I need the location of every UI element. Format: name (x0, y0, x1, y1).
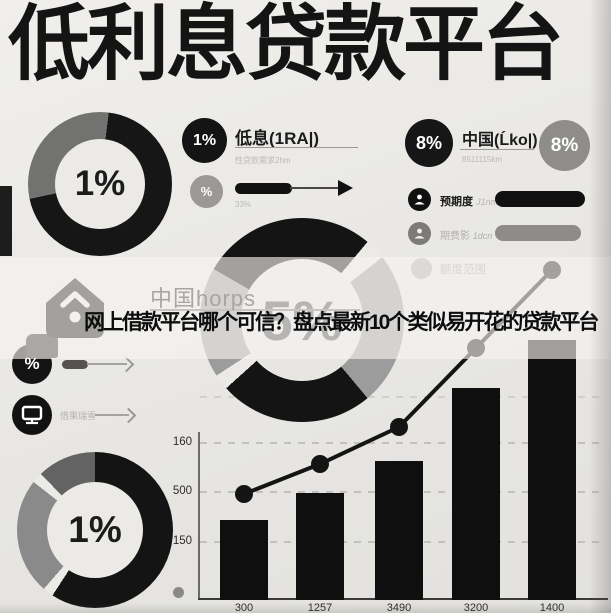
small-pill (62, 360, 88, 369)
china-block-title: 中国(Ĺko|) (462, 132, 538, 149)
home-icon (38, 272, 112, 347)
progress-pill (235, 183, 292, 194)
line-point (235, 485, 253, 503)
brand-label: 中国horps (150, 286, 257, 311)
row2-label: 期费影 (440, 231, 470, 242)
bar (375, 461, 423, 600)
divider (460, 149, 534, 150)
x-tick-label: 3200 (463, 602, 489, 613)
edge-artifact (0, 186, 12, 256)
x-tick-label: 3490 (386, 602, 412, 613)
line-point (311, 455, 329, 473)
page-title: 低利息贷款平台 (8, 0, 564, 90)
monitor-row-label: 借果瑞雪 (60, 411, 97, 421)
row1-sub: J1nm (476, 197, 499, 207)
person-bust-icon (26, 334, 58, 358)
arrow-shaft (95, 414, 129, 416)
person-icon (408, 188, 431, 211)
arrow-shaft (87, 363, 127, 365)
donut-chart-top-left: 1% (28, 112, 172, 256)
divider (235, 147, 358, 148)
person-icon (414, 228, 425, 239)
person-icon (414, 194, 425, 205)
bar (528, 340, 576, 600)
loan-rate-badge: 1% (182, 118, 227, 163)
loan-block-title: 低息(1RA|) (235, 129, 320, 148)
progress-value: 33% (235, 200, 252, 209)
china-block-subtitle: 8511115km (462, 155, 503, 164)
row-label: 预期度 J1nm (440, 193, 498, 209)
china-badge-left: 8% (405, 119, 453, 167)
china-badge-right: 8% (539, 120, 590, 171)
donut-bottom-left-value: 1% (47, 482, 143, 578)
line-point (390, 418, 408, 436)
arrow-shaft (290, 187, 338, 189)
row2-bar (495, 225, 581, 241)
headline-text: 网上借款平台哪个可信？盘点最新10个类似易开花的贷款平台 (84, 311, 599, 334)
donut-top-left-value: 1% (55, 139, 145, 229)
x-tick-label: 1257 (307, 602, 333, 613)
row1-label: 预期度 (440, 196, 473, 208)
donut-chart-bottom-left: 1% (17, 452, 173, 608)
x-tick-label: 300 (234, 602, 254, 613)
y-axis (198, 432, 200, 600)
arrow-right-icon (338, 180, 353, 196)
bar (296, 493, 344, 600)
y-tick-label: 150 (172, 535, 192, 547)
y-tick-label: 500 (172, 485, 192, 497)
x-tick-label: 1400 (539, 602, 565, 613)
arrow-right-icon (120, 407, 137, 424)
loan-block-subtitle: 性贷款需求2hm (235, 156, 291, 165)
bar (452, 388, 500, 600)
row2-sub: 1dcn (472, 231, 493, 241)
bar (220, 520, 268, 600)
row1-bar (495, 191, 585, 207)
arrow-right-icon (118, 356, 135, 373)
axis-origin-dot (173, 587, 184, 598)
monitor-icon (12, 395, 52, 435)
row-label: 期费影 1dcn (440, 227, 492, 242)
y-tick-label: 160 (172, 436, 192, 448)
percent-badge: % (190, 175, 223, 208)
person-icon (408, 222, 431, 245)
